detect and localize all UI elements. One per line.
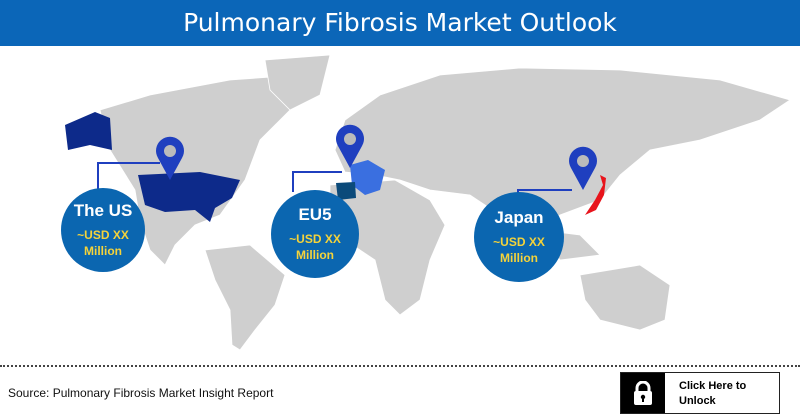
region-value: ~USD XX <box>289 232 341 246</box>
unlock-button[interactable]: Click Here to Unlock <box>620 372 780 414</box>
region-value: ~USD XX <box>493 235 545 249</box>
region-name: EU5 <box>298 205 332 224</box>
region-circle-eu5: EU5 ~USD XX Million <box>271 190 359 278</box>
region-name: Japan <box>494 208 544 227</box>
region-circle-japan: Japan ~USD XX Million <box>474 192 564 282</box>
spain-region <box>336 182 356 200</box>
japan-region <box>585 175 606 215</box>
region-unit: Million <box>500 251 538 265</box>
alaska-region <box>65 112 112 150</box>
unlock-label: Click Here to Unlock <box>679 380 747 407</box>
south-america <box>204 244 286 351</box>
source-text: Source: Pulmonary Fibrosis Market Insigh… <box>8 386 274 400</box>
divider <box>0 365 800 367</box>
world-map <box>65 54 791 351</box>
region-name: The US <box>73 201 133 220</box>
region-unit: Million <box>296 248 334 262</box>
japan-pin-icon <box>569 146 598 190</box>
eu5-region <box>350 160 385 195</box>
region-unit: Million <box>84 244 122 258</box>
lock-icon <box>621 373 665 413</box>
greenland <box>264 54 331 111</box>
us-pin-icon <box>156 136 185 180</box>
australia <box>579 264 671 331</box>
page-title: Pulmonary Fibrosis Market Outlook <box>0 0 800 46</box>
us-region <box>138 172 240 222</box>
us-connector <box>97 162 160 192</box>
eurasia <box>334 67 791 231</box>
region-value: ~USD XX <box>77 228 129 242</box>
region-circle-us: The US ~USD XX Million <box>61 188 145 272</box>
eu5-connector <box>292 171 342 192</box>
eu5-pin-icon <box>336 124 364 168</box>
